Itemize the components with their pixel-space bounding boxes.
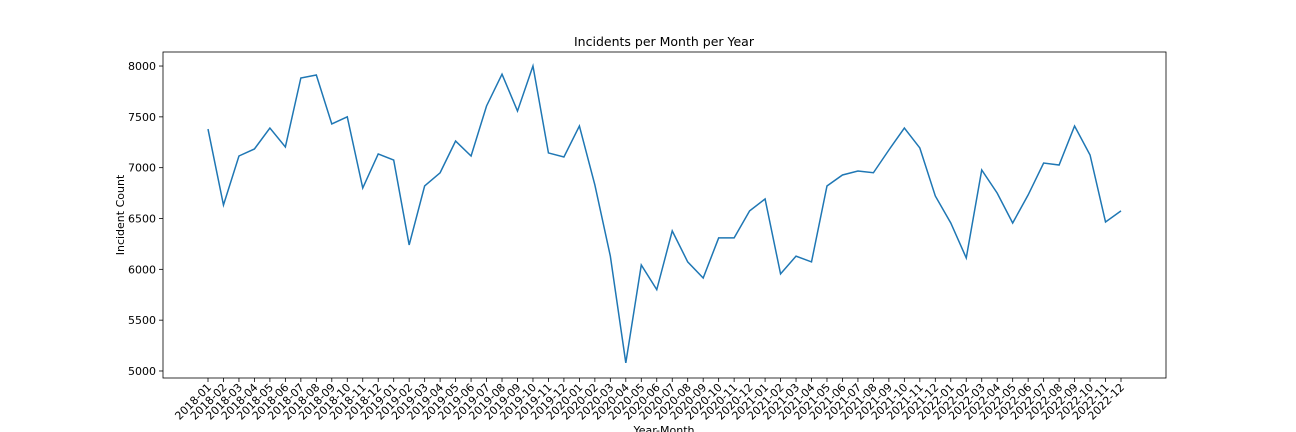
data-line <box>207 63 1122 363</box>
y-axis-label: Incident Count <box>114 174 127 255</box>
chart-title: Incidents per Month per Year <box>574 34 755 49</box>
x-axis-label: Year-Month <box>632 424 694 432</box>
y-tick-label: 5000 <box>128 365 156 378</box>
y-tick-label: 6000 <box>128 263 156 276</box>
y-tick-label: 6500 <box>128 213 156 226</box>
y-tick-label: 7000 <box>128 162 156 175</box>
plot-frame <box>162 51 1167 379</box>
y-tick-label: 7500 <box>128 111 156 124</box>
y-tick-label: 8000 <box>128 60 156 73</box>
y-tick-label: 5500 <box>128 314 156 327</box>
